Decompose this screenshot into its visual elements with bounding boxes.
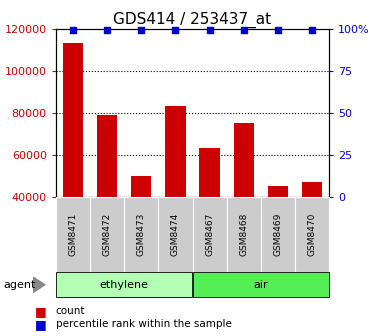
Point [104, 28, 110, 33]
Point [241, 28, 247, 33]
Bar [233, 123, 254, 281]
Text: GSM8470: GSM8470 [308, 213, 316, 256]
Point [206, 28, 213, 33]
Text: ■: ■ [35, 305, 47, 318]
Bar [131, 175, 152, 281]
Text: percentile rank within the sample: percentile rank within the sample [56, 319, 232, 329]
Text: GDS414 / 253437_at: GDS414 / 253437_at [114, 12, 271, 28]
Text: count: count [56, 306, 85, 317]
Text: agent: agent [4, 280, 36, 290]
Point [309, 28, 315, 33]
Text: air: air [254, 280, 268, 290]
Point [172, 28, 179, 33]
Text: GSM8473: GSM8473 [137, 213, 146, 256]
Polygon shape [33, 276, 46, 294]
Bar [268, 186, 288, 281]
Text: GSM8467: GSM8467 [205, 213, 214, 256]
Text: ethylene: ethylene [100, 280, 149, 290]
Point [70, 28, 76, 33]
Bar [165, 106, 186, 281]
Text: GSM8468: GSM8468 [239, 213, 248, 256]
Point [138, 28, 144, 33]
Point [275, 28, 281, 33]
Text: GSM8474: GSM8474 [171, 213, 180, 256]
Text: GSM8471: GSM8471 [69, 213, 77, 256]
Bar [302, 182, 322, 281]
Bar [199, 148, 220, 281]
Bar [63, 43, 83, 281]
Bar [97, 115, 117, 281]
Text: ■: ■ [35, 318, 47, 331]
Text: GSM8469: GSM8469 [273, 213, 283, 256]
Text: GSM8472: GSM8472 [102, 213, 112, 256]
